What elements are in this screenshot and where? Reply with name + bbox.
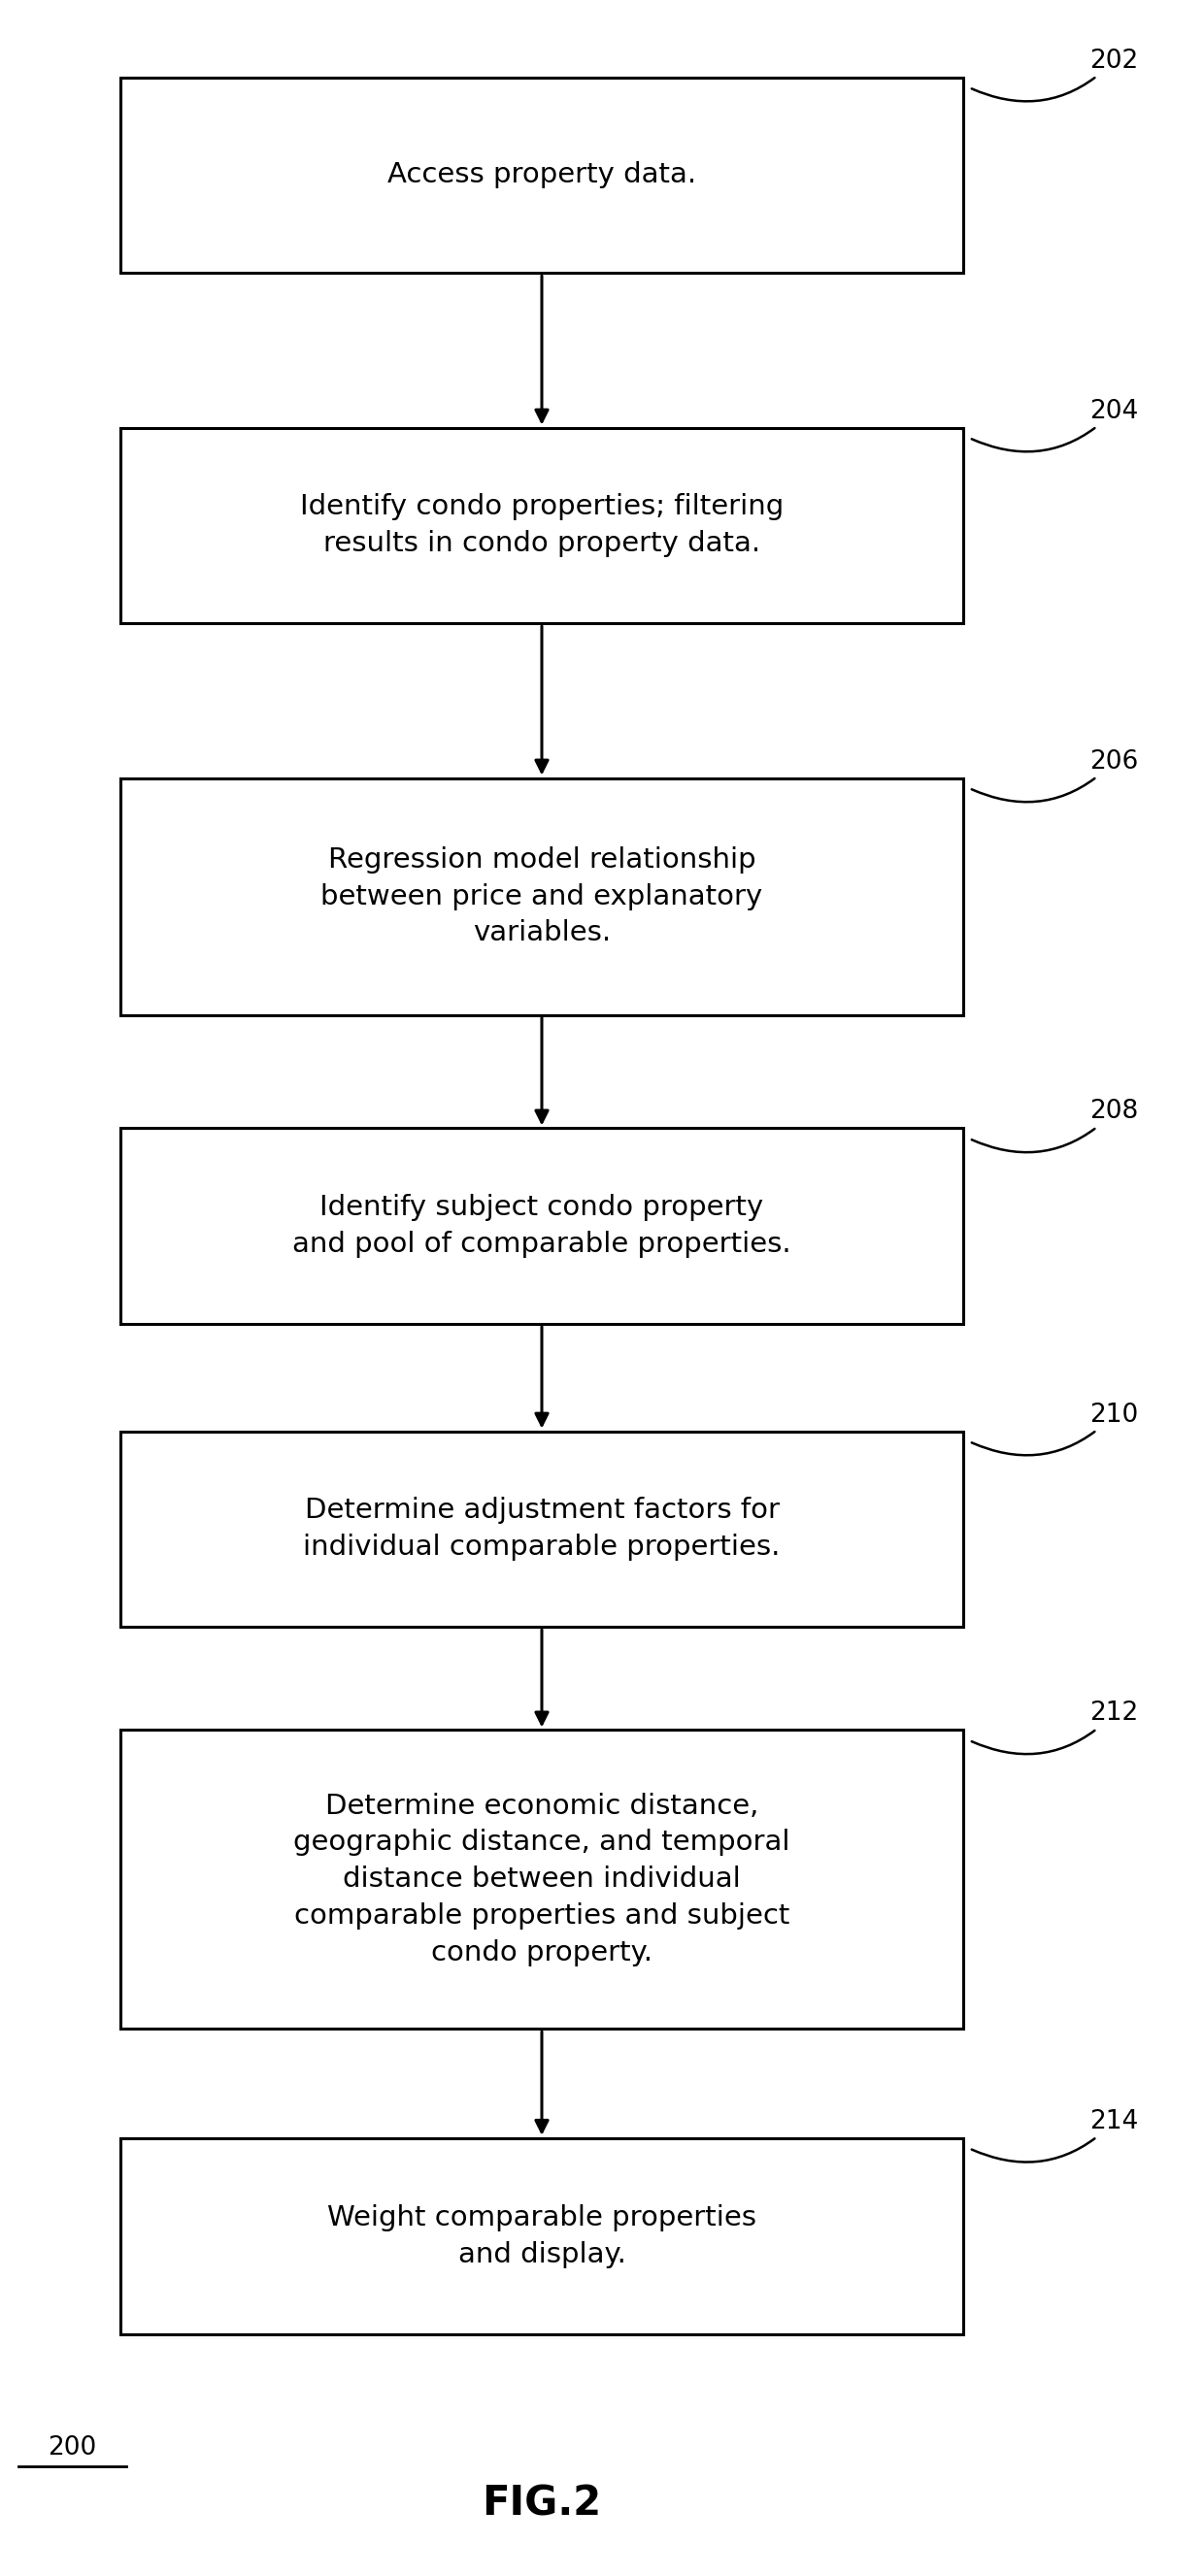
Text: 208: 208 [972,1100,1139,1151]
Text: 206: 206 [972,750,1139,801]
Bar [120,1128,963,1324]
Text: Determine economic distance,
geographic distance, and temporal
distance between : Determine economic distance, geographic … [294,1793,790,1965]
Text: Determine adjustment factors for
individual comparable properties.: Determine adjustment factors for individ… [303,1497,780,1561]
Text: 204: 204 [972,399,1139,451]
Bar [120,778,963,1015]
Bar [120,2138,963,2334]
Bar [120,1432,963,1628]
Text: Identify subject condo property
and pool of comparable properties.: Identify subject condo property and pool… [293,1195,791,1257]
Text: Identify condo properties; filtering
results in condo property data.: Identify condo properties; filtering res… [300,495,784,556]
Bar [120,1731,963,2030]
Text: 212: 212 [972,1700,1139,1754]
Text: Weight comparable properties
and display.: Weight comparable properties and display… [327,2205,756,2267]
Text: 202: 202 [972,49,1139,100]
Text: FIG.2: FIG.2 [482,2483,602,2524]
Bar [120,77,963,273]
Text: Access property data.: Access property data. [388,162,696,188]
Text: Regression model relationship
between price and explanatory
variables.: Regression model relationship between pr… [320,845,763,948]
Text: 214: 214 [972,2110,1139,2161]
Text: 210: 210 [972,1401,1139,1455]
Bar [120,428,963,623]
Text: 200: 200 [48,2437,96,2460]
